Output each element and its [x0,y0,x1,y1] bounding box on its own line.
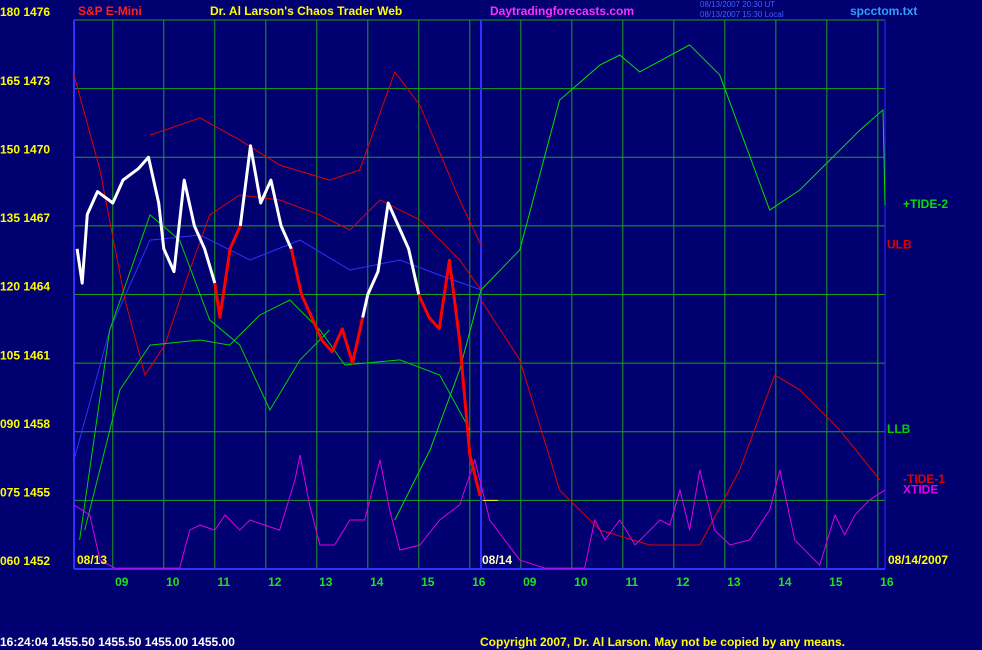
y-tick-label: 060 1452 [0,554,50,568]
x-tick-label: 16 [880,575,894,589]
series-line [79,214,330,540]
legend-label: LLB [887,422,911,436]
series-line [73,454,886,569]
x-tick-label: 10 [166,575,180,589]
x-tick-label: 15 [829,575,843,589]
x-tick-label: 14 [778,575,792,589]
x-tick-label: 12 [676,575,690,589]
y-tick-label: 180 1476 [0,5,50,19]
x-tick-label: 13 [727,575,741,589]
x-tick-label: 09 [523,575,537,589]
x-tick-label: 09 [115,575,129,589]
y-tick-label: 075 1455 [0,486,50,500]
series-line [480,299,881,546]
x-tick-label: 15 [421,575,435,589]
timestamp: 08/13/2007 20:30 UT [700,0,775,9]
instrument: S&P E-Mini [78,4,142,18]
legend-label: +TIDE-2 [903,197,948,211]
x-tick-label: 16 [472,575,486,589]
y-tick-label: 150 1470 [0,142,50,156]
price-line [417,258,482,497]
date-label: 08/14 [482,553,512,567]
x-tick-label: 11 [625,575,638,589]
legend-label: ULB [887,237,912,251]
series-line [73,234,482,461]
price-line [238,144,293,250]
date-label: 08/13 [77,553,107,567]
series-line [73,74,482,377]
price-line [75,155,217,285]
series-line [84,299,471,531]
price-line [213,225,242,319]
plot [73,44,886,569]
legend-label: -TIDE-1 [903,472,945,486]
y-tick-label: 090 1458 [0,417,50,431]
x-tick-label: 13 [319,575,333,589]
x-tick-label: 10 [574,575,588,589]
y-tick-label: 135 1467 [0,211,50,225]
site: Daytradingforecasts.com [490,4,634,18]
date-label: 08/14/2007 [888,553,948,567]
y-tick-label: 120 1464 [0,280,50,294]
chart-title: Dr. Al Larson's Chaos Trader Web [210,4,402,18]
y-tick-label: 165 1473 [0,74,50,88]
timestamp: 08/13/2007 15:30 Local [700,10,784,19]
file-name: spcctom.txt [850,4,917,18]
status-line: 16:24:04 1455.50 1455.50 1455.00 1455.00 [0,635,235,649]
price-line [289,248,365,365]
price-line [361,201,421,318]
legend-label: XTIDE [903,482,938,496]
series-line [149,70,482,246]
series-line [394,44,886,521]
x-tick-label: 11 [217,575,230,589]
x-tick-label: 12 [268,575,282,589]
copyright: Copyright 2007, Dr. Al Larson. May not b… [480,635,845,649]
y-tick-label: 105 1461 [0,348,50,362]
x-tick-label: 14 [370,575,384,589]
